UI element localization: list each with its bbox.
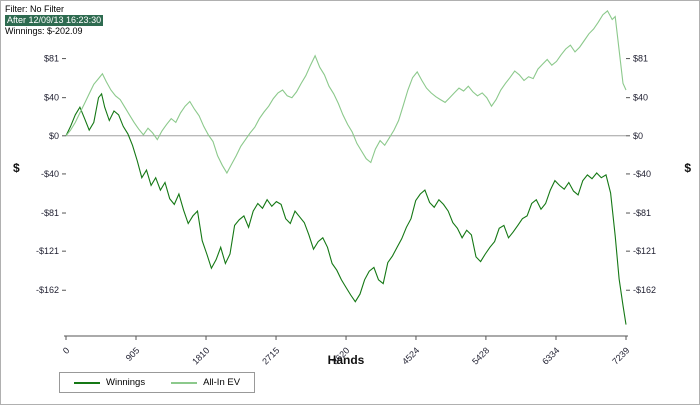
y-tick-label-right: -$162 bbox=[633, 285, 656, 295]
y-axis-label-right: $ bbox=[684, 161, 691, 175]
y-tick-label-left: -$121 bbox=[36, 246, 59, 256]
y-tick-label-right: $0 bbox=[633, 131, 643, 141]
x-axis-label: Hands bbox=[327, 353, 365, 367]
y-tick-label-left: $81 bbox=[44, 54, 59, 64]
y-tick-label-right: -$40 bbox=[633, 169, 651, 179]
allin-ev-line-swatch bbox=[171, 381, 198, 384]
x-tick-label: 0 bbox=[61, 345, 72, 356]
y-tick-label-left: -$81 bbox=[41, 208, 59, 218]
filter-info: Filter: No Filter After 12/09/13 16:23:3… bbox=[5, 4, 104, 37]
winnings-total: Winnings: $-202.09 bbox=[5, 26, 83, 36]
chart-legend: Winnings All-In EV bbox=[59, 372, 256, 393]
y-tick-label-left: $40 bbox=[44, 93, 59, 103]
y-tick-label-right: -$81 bbox=[633, 208, 651, 218]
winnings-line-swatch bbox=[74, 381, 100, 384]
all-in-ev-series-line bbox=[65, 10, 627, 175]
y-tick-label-left: $0 bbox=[49, 131, 59, 141]
y-axis-label-left: $ bbox=[13, 161, 20, 175]
winnings-series-line bbox=[65, 92, 627, 325]
y-tick-label-left: -$162 bbox=[36, 285, 59, 295]
filter-label: Filter: No Filter bbox=[5, 4, 65, 14]
y-tick-label-left: -$40 bbox=[41, 169, 59, 179]
y-tick-label-right: -$121 bbox=[633, 246, 656, 256]
legend-label-winnings: Winnings bbox=[106, 377, 146, 388]
legend-label-allin-ev: All-In EV bbox=[203, 377, 241, 388]
legend-item-winnings: Winnings bbox=[74, 377, 145, 388]
y-tick-label-right: $40 bbox=[633, 93, 648, 103]
date-filter-badge: After 12/09/13 16:23:30 bbox=[5, 15, 104, 26]
legend-item-allin-ev: All-In EV bbox=[171, 377, 240, 388]
y-tick-label-right: $81 bbox=[633, 54, 648, 64]
